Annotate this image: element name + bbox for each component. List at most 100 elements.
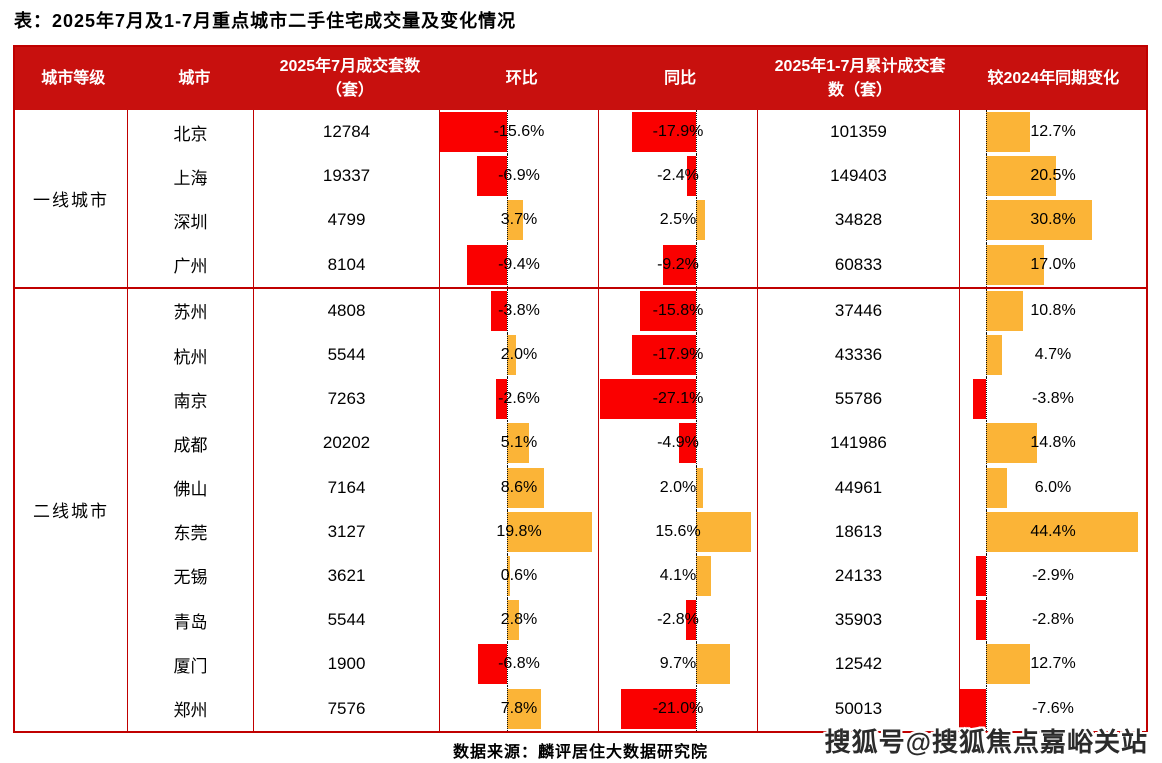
mom-cell: 8.6% bbox=[440, 465, 599, 510]
tier-group: 二线城市 苏州 4808 -3.8% -15.8% 37446 10.8% 杭州 5544 2.0… bbox=[15, 286, 1146, 731]
mom-cell: 0.6% bbox=[440, 553, 599, 599]
chg-cell: -2.9% bbox=[960, 553, 1146, 599]
header-city-tier: 城市等级 bbox=[41, 69, 106, 87]
city-cell: 杭州 bbox=[128, 332, 254, 378]
chg-bar bbox=[986, 290, 1024, 331]
mom-zero-line bbox=[507, 332, 508, 378]
yoy-cell: -4.9% bbox=[599, 421, 758, 466]
yoy-bar bbox=[686, 600, 696, 641]
tier-rows: 北京 12784 -15.6% -17.9% 101359 12.7% 上海 19337 -6.… bbox=[128, 110, 1146, 287]
mom-value: 7.8% bbox=[500, 699, 538, 717]
yoy-cell: -9.2% bbox=[599, 242, 758, 287]
table-row: 北京 12784 -15.6% -17.9% 101359 12.7% bbox=[128, 110, 1146, 155]
mom-value: -2.6% bbox=[498, 390, 540, 408]
table-row: 东莞 3127 19.8% 15.6% 18613 44.4% bbox=[128, 509, 1146, 554]
yoy-zero-line bbox=[696, 553, 697, 599]
yoy-cell: -27.1% bbox=[599, 377, 758, 422]
watermark: 搜狐号@搜狐焦点嘉峪关站 bbox=[824, 727, 1148, 757]
yoy-cell: -21.0% bbox=[599, 686, 758, 731]
cum-sales-cell: 55786 bbox=[758, 377, 960, 422]
jul-sales-cell: 1900 bbox=[254, 642, 440, 687]
yoy-zero-line bbox=[696, 110, 697, 155]
chg-bar bbox=[986, 244, 1045, 285]
yoy-bar bbox=[687, 156, 696, 197]
city-cell: 深圳 bbox=[128, 198, 254, 243]
cum-sales-cell: 60833 bbox=[758, 242, 960, 287]
mom-bar bbox=[507, 511, 593, 552]
mom-cell: 2.8% bbox=[440, 598, 599, 643]
mom-zero-line bbox=[507, 553, 508, 599]
chg-value: -2.8% bbox=[1032, 611, 1074, 629]
mom-zero-line bbox=[507, 110, 508, 155]
chg-cell: -2.8% bbox=[960, 598, 1146, 643]
yoy-zero-line bbox=[696, 686, 697, 731]
mom-cell: -6.9% bbox=[440, 154, 599, 199]
chg-bar bbox=[986, 511, 1139, 552]
jul-sales-cell: 5544 bbox=[254, 598, 440, 643]
chg-value: -2.9% bbox=[1032, 566, 1074, 584]
chg-cell: 20.5% bbox=[960, 154, 1146, 199]
table-row: 佛山 7164 8.6% 2.0% 44961 6.0% bbox=[128, 465, 1146, 510]
mom-bar bbox=[507, 200, 523, 241]
cum-sales-cell: 43336 bbox=[758, 332, 960, 378]
cum-sales-cell: 149403 bbox=[758, 154, 960, 199]
mom-zero-line bbox=[507, 242, 508, 287]
mom-cell: 7.8% bbox=[440, 686, 599, 731]
table-row: 青岛 5544 2.8% -2.8% 35903 -2.8% bbox=[128, 598, 1146, 643]
jul-sales-cell: 12784 bbox=[254, 110, 440, 155]
yoy-zero-line bbox=[696, 598, 697, 643]
table-row: 无锡 3621 0.6% 4.1% 24133 -2.9% bbox=[128, 553, 1146, 599]
mom-bar bbox=[507, 467, 544, 508]
chg-bar bbox=[986, 112, 1030, 153]
mom-bar bbox=[477, 156, 507, 197]
chg-cell: 14.8% bbox=[960, 421, 1146, 466]
yoy-bar bbox=[696, 511, 752, 552]
yoy-bar bbox=[663, 244, 696, 285]
yoy-value: -2.4% bbox=[657, 167, 699, 185]
tier-group: 一线城市 北京 12784 -15.6% -17.9% 101359 12.7% 上海 1933… bbox=[15, 110, 1146, 287]
yoy-value: 15.6% bbox=[655, 522, 701, 540]
yoy-zero-line bbox=[696, 288, 697, 333]
yoy-zero-line bbox=[696, 509, 697, 554]
cum-sales-cell: 44961 bbox=[758, 465, 960, 510]
chg-value: 10.8% bbox=[1030, 301, 1076, 319]
chg-bar bbox=[986, 200, 1092, 241]
yoy-zero-line bbox=[696, 154, 697, 199]
mom-value: -15.6% bbox=[493, 123, 545, 141]
table-row: 深圳 4799 3.7% 2.5% 34828 30.8% bbox=[128, 198, 1146, 243]
mom-bar bbox=[490, 290, 507, 331]
chg-bar bbox=[986, 644, 1030, 685]
chg-bar bbox=[986, 423, 1037, 464]
table-row: 郑州 7576 7.8% -21.0% 50013 -7.6% bbox=[128, 686, 1146, 731]
yoy-value: -21.0% bbox=[652, 699, 704, 717]
mom-zero-line bbox=[507, 465, 508, 510]
chg-bar bbox=[986, 335, 1003, 376]
chg-zero-line bbox=[986, 377, 987, 422]
yoy-cell: -2.4% bbox=[599, 154, 758, 199]
chg-value: 12.7% bbox=[1030, 655, 1076, 673]
chg-cell: -7.6% bbox=[959, 686, 1146, 731]
yoy-bar bbox=[696, 555, 711, 596]
city-cell: 东莞 bbox=[128, 509, 254, 554]
yoy-value: 2.0% bbox=[659, 478, 697, 496]
yoy-value: -15.8% bbox=[652, 301, 704, 319]
chg-value: 6.0% bbox=[1034, 478, 1072, 496]
data-table: 城市等级 城市 2025年7月成交套数（套） 环比 同比 2025年1-7月累计… bbox=[13, 45, 1148, 733]
chg-cell: 10.8% bbox=[960, 288, 1146, 333]
chg-zero-line bbox=[986, 198, 987, 243]
cum-sales-cell: 50013 bbox=[758, 686, 960, 731]
city-cell: 南京 bbox=[128, 377, 254, 422]
yoy-cell: 4.1% bbox=[599, 553, 758, 599]
table-row: 南京 7263 -2.6% -27.1% 55786 -3.8% bbox=[128, 377, 1146, 422]
mom-zero-line bbox=[507, 509, 508, 554]
chg-value: 30.8% bbox=[1030, 211, 1076, 229]
mom-value: 3.7% bbox=[500, 211, 538, 229]
chg-value: -3.8% bbox=[1032, 390, 1074, 408]
yoy-bar bbox=[632, 112, 696, 153]
mom-cell: -15.6% bbox=[439, 110, 599, 155]
chg-value: 17.0% bbox=[1030, 255, 1076, 273]
yoy-zero-line bbox=[696, 642, 697, 687]
tier-rows: 苏州 4808 -3.8% -15.8% 37446 10.8% 杭州 5544 2.0% -17… bbox=[128, 288, 1146, 731]
chg-value: 12.7% bbox=[1030, 123, 1076, 141]
table-row: 广州 8104 -9.4% -9.2% 60833 17.0% bbox=[128, 242, 1146, 287]
